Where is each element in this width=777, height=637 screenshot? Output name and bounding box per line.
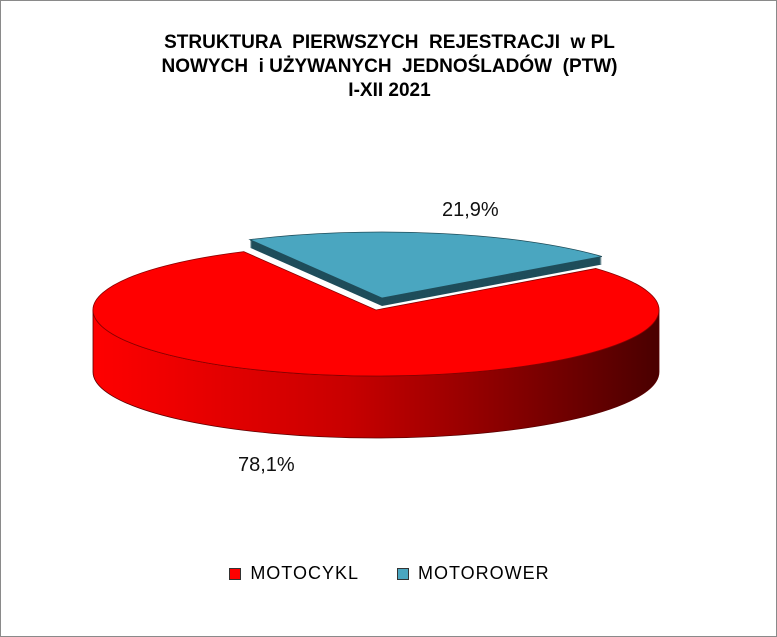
legend-label-motorower: MOTOROWER: [418, 563, 550, 583]
slice-motorower-top: [248, 231, 603, 299]
legend-label-motocykl: MOTOCYKL: [250, 563, 359, 583]
data-label-motorower: 21,9%: [442, 199, 499, 221]
title-line-3: I-XII 2021: [348, 80, 431, 101]
legend: MOTOCYKL MOTOROWER: [1, 563, 776, 584]
slice-motocykl-top: [92, 251, 660, 377]
chart-title: STRUKTURA PIERWSZYCH REJESTRACJI w PL NO…: [1, 31, 776, 103]
title-line-2: NOWYCH i UŻYWANYCH JEDNOŚLADÓW (PTW): [161, 56, 618, 77]
legend-item-motocykl: MOTOCYKL: [229, 563, 359, 584]
data-label-motocykl: 78,1%: [238, 454, 295, 476]
legend-item-motorower: MOTOROWER: [397, 563, 550, 584]
title-line-1: STRUKTURA PIERWSZYCH REJESTRACJI w PL: [164, 32, 615, 53]
legend-swatch-motorower: [397, 567, 409, 580]
legend-swatch-motocykl: [229, 567, 242, 580]
